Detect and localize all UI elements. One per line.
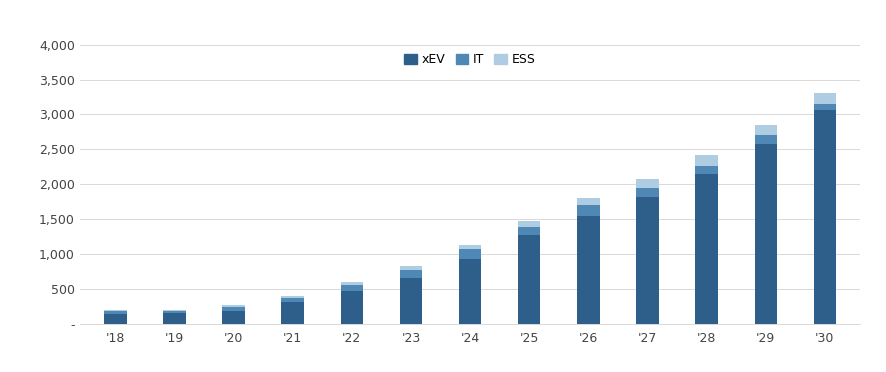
Bar — [695, 166, 717, 174]
Bar — [104, 310, 127, 311]
Bar — [400, 270, 422, 278]
Bar — [163, 313, 185, 324]
Bar — [400, 266, 422, 270]
Bar — [458, 249, 481, 259]
Bar — [340, 282, 362, 285]
Bar — [577, 205, 599, 215]
Bar — [281, 296, 304, 298]
Bar — [577, 198, 599, 205]
Legend: xEV, IT, ESS: xEV, IT, ESS — [401, 51, 538, 69]
Bar — [517, 227, 540, 235]
Bar — [222, 311, 245, 324]
Bar — [812, 110, 835, 324]
Bar — [812, 104, 835, 110]
Bar — [812, 93, 835, 104]
Bar — [104, 311, 127, 314]
Bar — [222, 307, 245, 311]
Bar — [695, 155, 717, 166]
Bar — [577, 215, 599, 324]
Bar — [400, 278, 422, 324]
Bar — [754, 135, 776, 144]
Bar — [281, 298, 304, 302]
Bar — [163, 311, 185, 313]
Bar — [635, 188, 658, 197]
Bar — [340, 291, 362, 324]
Bar — [517, 221, 540, 227]
Bar — [281, 302, 304, 324]
Bar — [222, 305, 245, 307]
Bar — [635, 197, 658, 324]
Bar — [754, 125, 776, 135]
Bar — [104, 314, 127, 324]
Bar — [340, 285, 362, 291]
Bar — [163, 310, 185, 311]
Bar — [458, 245, 481, 249]
Bar — [458, 259, 481, 324]
Bar — [517, 235, 540, 324]
Bar — [695, 174, 717, 324]
Bar — [754, 144, 776, 324]
Bar — [635, 179, 658, 188]
